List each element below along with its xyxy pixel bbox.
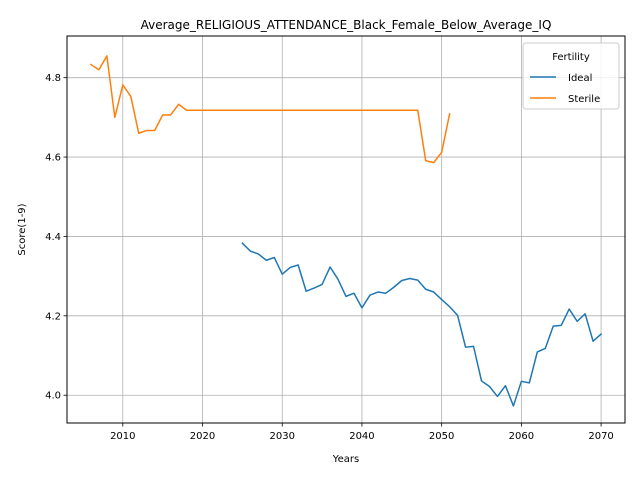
legend-label-ideal: Ideal <box>568 73 592 84</box>
x-tick-label: 2050 <box>429 431 454 442</box>
plot-frame <box>66 35 626 424</box>
legend-label-sterile: Sterile <box>568 94 600 105</box>
y-tick-label: 4.8 <box>45 73 61 84</box>
x-axis-label: Years <box>332 454 359 465</box>
y-axis-label: Score(1-9) <box>17 203 28 255</box>
legend-title: Fertility <box>552 52 590 63</box>
legend-box <box>522 42 620 110</box>
x-tick-label: 2040 <box>349 431 374 442</box>
series-line-sterile <box>89 55 451 164</box>
x-tick-label: 2060 <box>509 431 534 442</box>
y-tick-label: 4.6 <box>45 153 61 164</box>
x-tick-label: 2030 <box>270 431 295 442</box>
y-tick-label: 4.0 <box>45 391 61 402</box>
y-tick-label: 4.2 <box>45 311 61 322</box>
legend: Fertility Ideal Sterile <box>522 42 620 110</box>
x-tick-label: 2020 <box>190 431 215 442</box>
x-tick-label: 2070 <box>588 431 613 442</box>
y-tick-label: 4.4 <box>45 232 61 243</box>
series-layer <box>89 55 603 407</box>
series-line-ideal <box>241 242 603 407</box>
x-axis-ticks: 2010 2020 2030 2040 2050 2060 2070 <box>110 423 614 442</box>
chart-title: Average_RELIGIOUS_ATTENDANCE_Black_Femal… <box>141 18 552 32</box>
x-tick-label: 2010 <box>110 431 135 442</box>
y-axis-ticks: 4.0 4.2 4.4 4.6 4.8 <box>45 73 67 402</box>
grid-lines <box>67 36 625 423</box>
